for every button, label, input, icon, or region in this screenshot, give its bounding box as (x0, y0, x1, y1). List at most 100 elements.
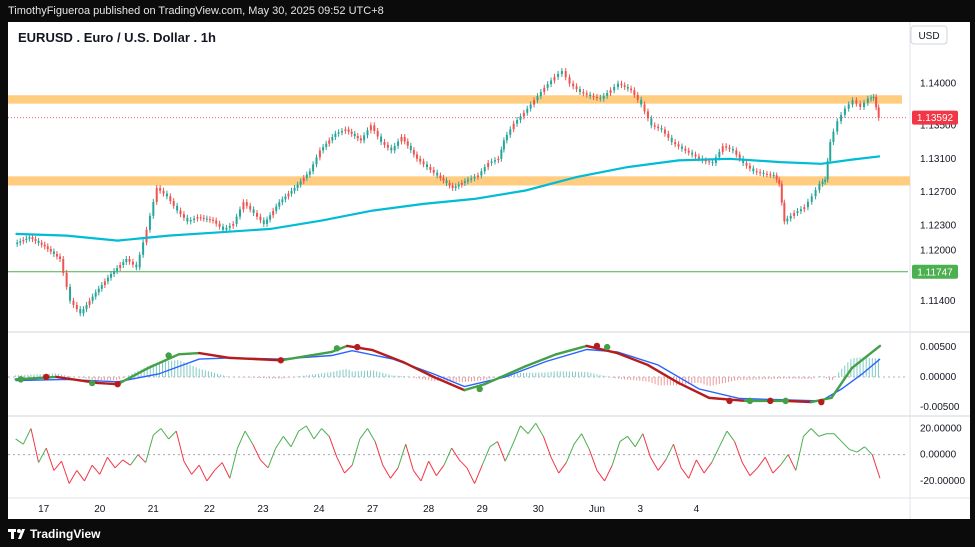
candle-body (208, 219, 211, 221)
oscillator-segment (764, 457, 774, 474)
oscillator-segment (420, 461, 430, 482)
oscillator-segment (611, 441, 621, 466)
candle-body (738, 154, 741, 159)
candle-body (687, 150, 690, 153)
candle-body (422, 161, 425, 165)
candle-body (429, 167, 432, 170)
candle-body (347, 129, 350, 132)
oscillator-segment (237, 430, 246, 449)
time-tick-label: 29 (477, 504, 489, 515)
candle-body (55, 253, 58, 257)
oscillator-segment (168, 430, 177, 440)
candle-body (824, 179, 827, 182)
currency-badge[interactable] (910, 25, 948, 45)
time-tick-label: 30 (533, 504, 545, 515)
candle-body (677, 144, 680, 147)
candle-body (493, 160, 496, 162)
macd-line-segment (677, 381, 711, 400)
candle-body (748, 165, 751, 169)
oscillator-tick-label: 0.00000 (920, 450, 957, 461)
price-tick-label: 1.12700 (920, 187, 957, 198)
candle-body (674, 142, 677, 145)
candle-body (119, 265, 122, 269)
time-tick-label: 23 (257, 504, 269, 515)
candle-body (613, 86, 616, 91)
candle-body (840, 114, 843, 122)
candle-body (836, 121, 839, 132)
chart-title: EURUSD . Euro / U.S. Dollar . 1h (18, 30, 216, 45)
macd-cross-marker (767, 397, 774, 405)
oscillator-segment (680, 467, 690, 479)
candle-body (19, 241, 22, 243)
macd-cross-marker (818, 398, 825, 406)
oscillator-segment (214, 462, 223, 471)
candle-body (851, 100, 854, 105)
candle-body (312, 164, 315, 172)
oscillator-segment (367, 428, 376, 442)
candle-body (290, 190, 293, 194)
macd-cross-marker (354, 343, 361, 351)
oscillator-segment (688, 459, 697, 479)
macd-tick-label: -0.00500 (920, 402, 960, 413)
price-zones (8, 95, 910, 186)
candle-body (550, 80, 553, 85)
candle-body (62, 259, 65, 273)
macd-cross-marker (476, 385, 483, 393)
candle-body (519, 116, 522, 121)
candle-body (176, 205, 179, 211)
oscillator-tick-label: -20.00000 (920, 476, 965, 487)
candle-body (473, 176, 476, 179)
oscillator-segment (53, 460, 62, 471)
oscillator-segment (76, 470, 85, 482)
macd-line-segment (147, 353, 181, 370)
candle-body (694, 154, 697, 157)
chart-panel[interactable]: 1.14000 1.13500 1.13100 1.12700 1.12300 1.120… (8, 22, 970, 519)
candle-body (731, 149, 734, 151)
oscillator-segment (864, 446, 873, 456)
candle-body (877, 107, 880, 118)
macd-line-segment (96, 381, 119, 386)
signal-line (15, 348, 881, 402)
oscillator-segment (489, 441, 498, 448)
macd-tick-label: 0.00000 (920, 372, 957, 383)
candle-body (46, 246, 49, 249)
macd-cross-marker (88, 379, 96, 387)
candle-body (59, 256, 62, 259)
time-tick-label: 27 (367, 504, 379, 515)
candle-body (463, 181, 466, 183)
candle-body (533, 100, 536, 105)
chart-svg[interactable]: 1.14000 1.13500 1.13100 1.12700 1.12300 1.120… (8, 22, 970, 519)
candle-body (718, 151, 721, 158)
oscillator-segment (61, 461, 70, 484)
oscillator-segment (451, 447, 460, 461)
candle-body (344, 129, 347, 131)
candle-body (480, 171, 483, 176)
oscillator-segment (282, 436, 292, 448)
oscillator-segment (627, 436, 636, 448)
candle-body (305, 174, 308, 178)
oscillator-segment (305, 425, 315, 440)
candle-body (189, 220, 192, 222)
oscillator-segment (229, 448, 238, 479)
candle-body (863, 102, 866, 107)
oscillator-segment (68, 470, 78, 484)
candle-body (125, 259, 128, 263)
macd-line-segment (116, 366, 150, 386)
candle-body (28, 237, 31, 239)
candle-body (278, 202, 281, 207)
candle-body (318, 150, 321, 158)
candle-body (866, 98, 869, 103)
moving-average-line (15, 155, 881, 242)
candle-body (466, 179, 469, 182)
macd-line-segment (585, 344, 619, 355)
candle-body (366, 130, 369, 136)
oscillator-segment (474, 464, 483, 484)
oscillator-segment (321, 428, 330, 437)
candle-body (40, 242, 43, 245)
oscillator-segment (772, 464, 781, 474)
candle-body (72, 300, 75, 305)
candle-body (691, 152, 694, 155)
macd-cross-marker (277, 357, 285, 364)
candle-body (308, 171, 311, 175)
